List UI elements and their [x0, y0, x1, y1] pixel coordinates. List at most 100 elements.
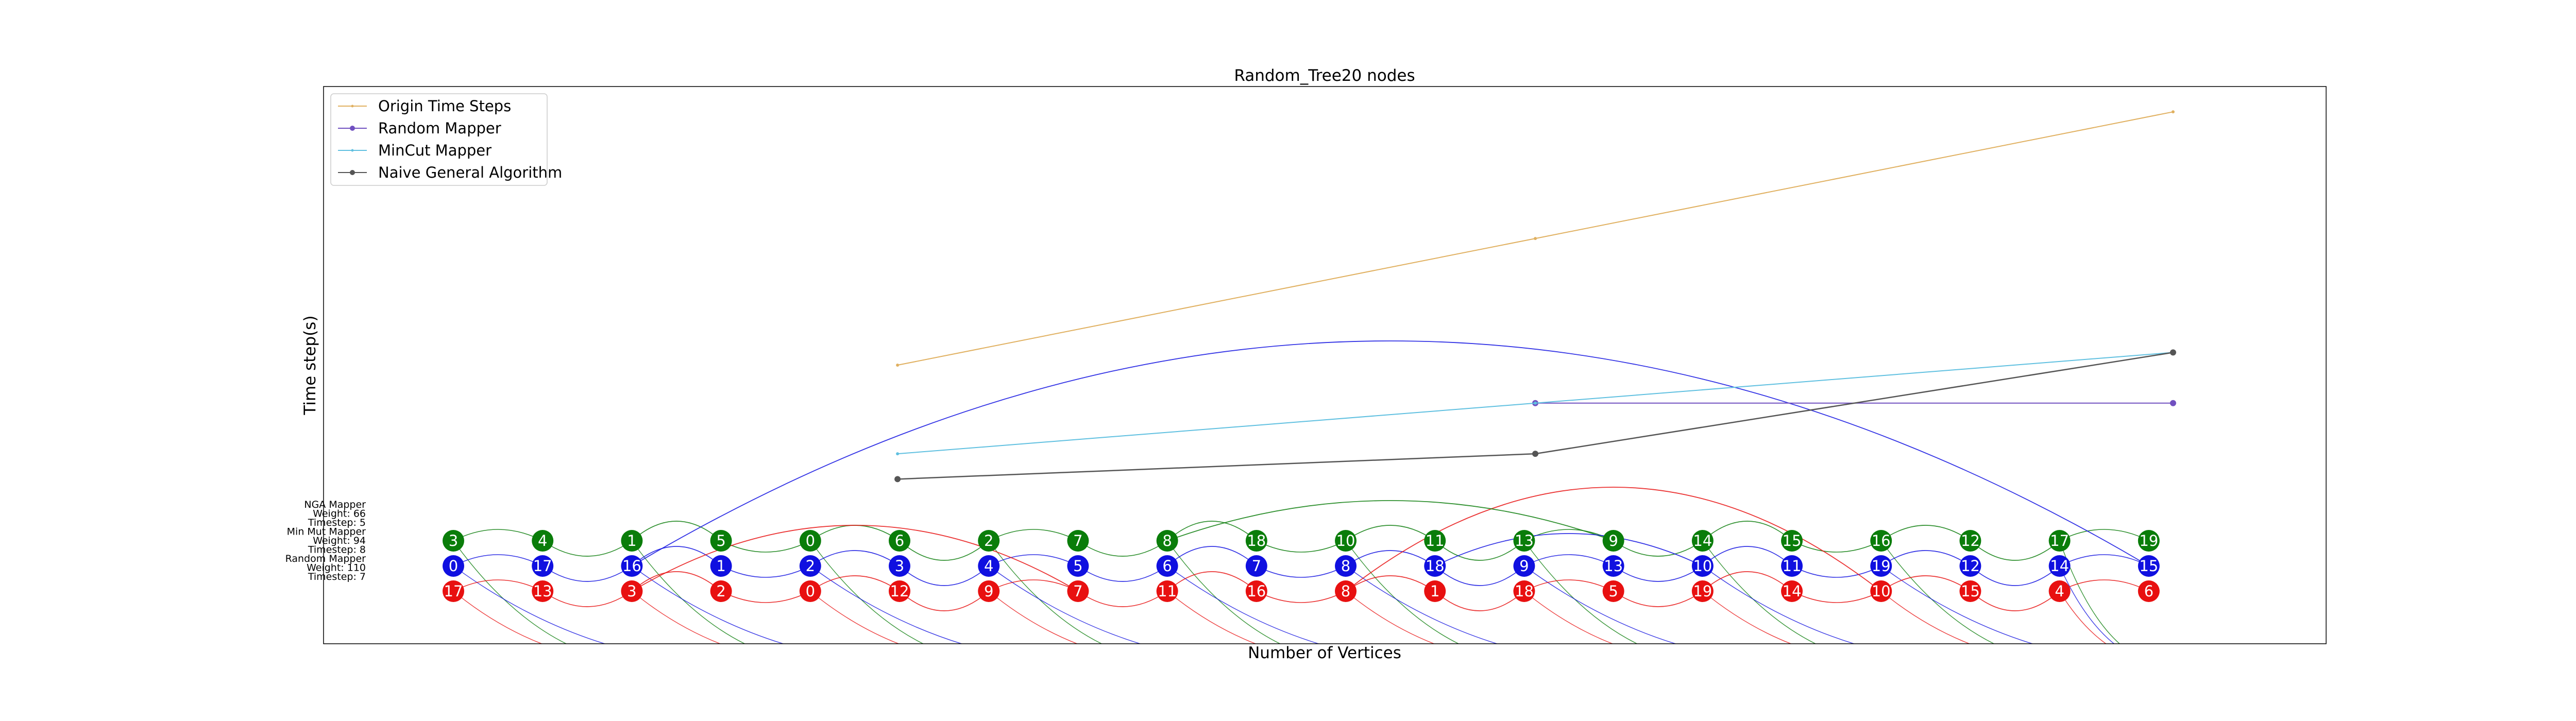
- blue-node: 3: [889, 555, 910, 577]
- red-node: 2: [710, 580, 732, 602]
- red-adjacent-arc: [721, 591, 811, 603]
- green-node: 12: [1959, 530, 1981, 552]
- legend-label: Origin Time Steps: [378, 97, 511, 115]
- node-rows: 3 4 1 5 0 6 2 7 8 18 10 11 13 9 14 15 16 12 17 190 17 16 1 2 3 4 5…: [443, 530, 2160, 602]
- green-adjacent-arc: [631, 521, 722, 541]
- blue-adjacent-arc: [1256, 565, 1346, 578]
- red-drop-curve: [988, 591, 1078, 644]
- legend-marker: [351, 105, 354, 108]
- red-node: 17: [443, 580, 464, 602]
- blue-adjacent-arc: [1524, 554, 1614, 566]
- red-node: 15: [1959, 580, 1981, 602]
- blue-node-label: 18: [1426, 557, 1445, 575]
- y-axis-label: Time step(s): [301, 315, 319, 415]
- chart-title: Random_Tree20 nodes: [1234, 66, 1415, 85]
- blue-adjacent-arc: [1791, 565, 1882, 578]
- series-point: [2171, 110, 2175, 114]
- green-long-arc: [1167, 500, 1614, 541]
- blue-adjacent-arc: [988, 554, 1078, 566]
- blue-adjacent-arc: [1167, 546, 1257, 566]
- green-node: 19: [2138, 530, 2160, 552]
- blue-node-label: 0: [449, 557, 458, 575]
- blue-node-label: 11: [1783, 557, 1802, 575]
- blue-node-label: 1: [716, 557, 725, 575]
- green-adjacent-arc: [1702, 521, 1792, 541]
- green-adjacent-arc: [1791, 540, 1882, 553]
- blue-node: 17: [532, 555, 554, 577]
- red-node-label: 14: [1783, 582, 1802, 600]
- side-label: Weight: 66: [313, 508, 366, 520]
- red-node-label: 17: [444, 582, 463, 600]
- blue-node-label: 16: [622, 557, 641, 575]
- green-adjacent-arc: [1613, 540, 1703, 557]
- red-node: 1: [1424, 580, 1446, 602]
- red-drop-curve: [1345, 591, 1435, 644]
- blue-node: 0: [443, 555, 464, 577]
- blue-node: 18: [1424, 555, 1446, 577]
- blue-node: 12: [1959, 555, 1981, 577]
- green-node: 7: [1067, 530, 1089, 552]
- blue-drop-curve: [2059, 565, 2115, 644]
- green-drop-curve: [631, 540, 746, 644]
- red-adjacent-arc: [542, 591, 632, 607]
- red-adjacent-arc: [1524, 579, 1614, 592]
- series-point: [2170, 400, 2176, 406]
- blue-drop-curve: [631, 565, 785, 644]
- legend-frame: [330, 93, 548, 186]
- connection-arcs: [453, 340, 2149, 644]
- green-drop-curve: [2059, 540, 2121, 644]
- blue-adjacent-arc: [1434, 565, 1524, 586]
- green-node: 4: [532, 530, 554, 552]
- green-drop-curve: [1880, 540, 1995, 644]
- blue-node: 9: [1513, 555, 1535, 577]
- green-node: 0: [799, 530, 821, 552]
- red-adjacent-arc: [631, 571, 722, 592]
- green-node-label: 8: [1162, 532, 1172, 550]
- red-adjacent-arc: [1077, 591, 1168, 607]
- blue-adjacent-arc: [1702, 546, 1792, 566]
- green-node: 16: [1870, 530, 1892, 552]
- red-long-arc: [631, 525, 1078, 592]
- blue-node: 4: [978, 555, 1000, 577]
- blue-adjacent-arc: [1880, 550, 1971, 566]
- green-node-label: 15: [1783, 532, 1802, 550]
- red-node: 18: [1513, 580, 1535, 602]
- green-adjacent-arc: [542, 540, 632, 557]
- blue-adjacent-arc: [721, 565, 811, 578]
- red-adjacent-arc: [1345, 575, 1435, 592]
- series-point: [1532, 451, 1539, 457]
- red-node-label: 5: [1608, 582, 1618, 600]
- green-node: 15: [1781, 530, 1803, 552]
- red-node-label: 1: [1430, 582, 1439, 600]
- blue-adjacent-arc: [2059, 554, 2149, 566]
- red-node: 6: [2138, 580, 2160, 602]
- red-node: 0: [799, 580, 821, 602]
- green-node: 2: [978, 530, 1000, 552]
- red-node: 14: [1781, 580, 1803, 602]
- green-drop-curve: [810, 540, 924, 644]
- blue-node: 11: [1781, 555, 1803, 577]
- green-node-label: 5: [716, 532, 725, 550]
- x-axis-label: Number of Vertices: [1248, 644, 1401, 662]
- blue-node-label: 4: [984, 557, 993, 575]
- green-drop-curve: [988, 540, 1103, 644]
- side-label: Weight: 110: [307, 562, 366, 574]
- blue-drop-curve: [453, 565, 606, 644]
- red-node-label: 4: [2055, 582, 2064, 600]
- green-node: 1: [621, 530, 643, 552]
- green-adjacent-arc: [1880, 525, 1971, 541]
- red-drop-curve: [1880, 591, 1971, 644]
- side-label: Timestep: 8: [308, 544, 366, 556]
- blue-node: 15: [2138, 555, 2160, 577]
- legend-entry: Naive General Algorithm: [338, 164, 562, 181]
- blue-adjacent-arc: [899, 565, 989, 586]
- blue-adjacent-arc: [542, 565, 632, 582]
- blue-node: 10: [1691, 555, 1714, 577]
- red-node: 5: [1602, 580, 1624, 602]
- green-node: 10: [1335, 530, 1357, 552]
- blue-node: 1: [710, 555, 732, 577]
- green-drop-curve: [1702, 540, 1817, 644]
- blue-node-label: 13: [1604, 557, 1623, 575]
- series-point: [896, 452, 900, 456]
